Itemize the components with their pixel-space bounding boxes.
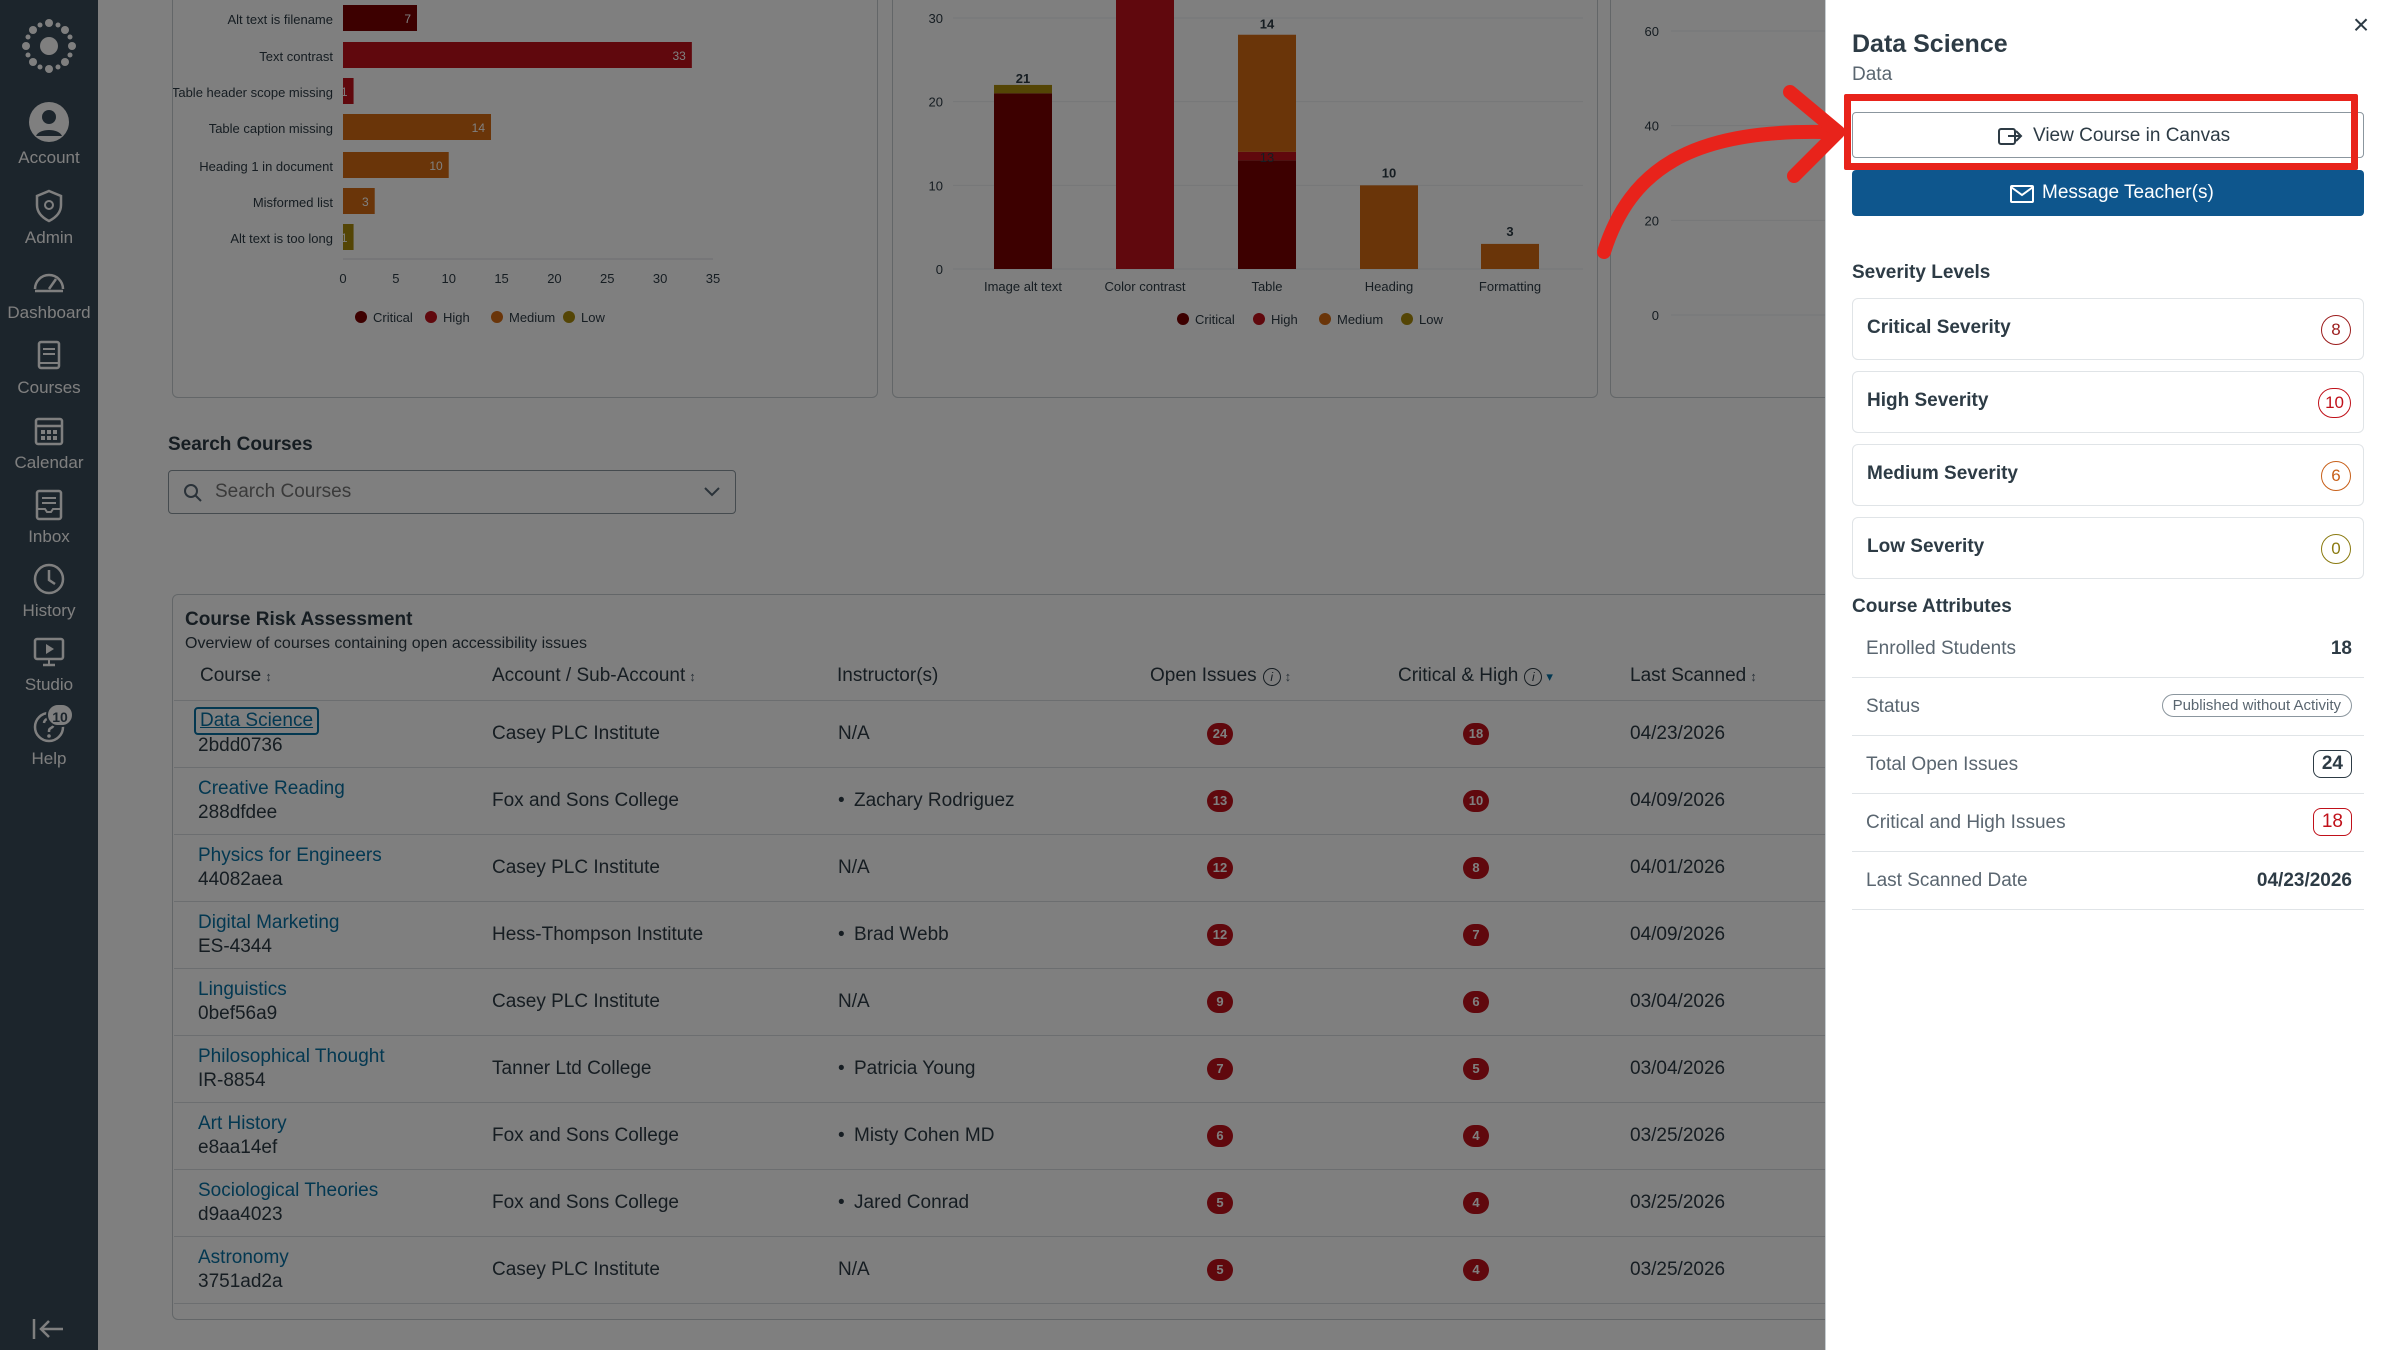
severity-count-badge: 0	[2321, 534, 2351, 564]
attribute-value: 04/23/2026	[2256, 870, 2352, 891]
view-course-label: View Course in Canvas	[2033, 125, 2231, 146]
severity-item: Low Severity 0	[1852, 517, 2364, 579]
attribute-value: 24	[2312, 750, 2352, 778]
view-course-button[interactable]: View Course in Canvas	[1852, 112, 2364, 158]
attribute-label: Status	[1866, 696, 1920, 717]
severity-item: Critical Severity 8	[1852, 298, 2364, 360]
attribute-row: Last Scanned Date 04/23/2026	[1852, 852, 2364, 910]
attribute-row: Total Open Issues 24	[1852, 736, 2364, 794]
message-teacher-label: Message Teacher(s)	[2042, 182, 2214, 203]
panel-title: Data Science	[1852, 30, 2008, 58]
severity-item: High Severity 10	[1852, 371, 2364, 433]
attribute-row: Enrolled Students 18	[1852, 620, 2364, 678]
panel-subtitle: Data	[1852, 64, 1893, 85]
modal-overlay[interactable]	[0, 0, 1825, 1350]
severity-item: Medium Severity 6	[1852, 444, 2364, 506]
attribute-value: 18	[2330, 638, 2352, 659]
course-details-panel: × Data Science Data View Course in Canva…	[1825, 0, 2382, 1350]
severity-label: Critical Severity	[1867, 317, 2011, 338]
close-icon: ×	[2352, 9, 2370, 40]
attribute-label: Total Open Issues	[1866, 754, 2019, 775]
attribute-row: Status Published without Activity	[1852, 678, 2364, 736]
severity-heading: Severity Levels	[1852, 262, 1991, 283]
attribute-value: 18	[2312, 808, 2352, 836]
highlight-arrow-icon	[1597, 85, 1845, 259]
attribute-row: Critical and High Issues 18	[1852, 794, 2364, 852]
severity-count-badge: 6	[2321, 461, 2351, 491]
close-button[interactable]: ×	[2348, 10, 2374, 40]
message-teacher-button[interactable]: Message Teacher(s)	[1852, 170, 2364, 216]
attribute-label: Critical and High Issues	[1866, 812, 2066, 833]
attributes-heading: Course Attributes	[1852, 596, 2012, 617]
severity-count-badge: 8	[2321, 315, 2351, 345]
highlight-box	[1844, 94, 2358, 170]
attribute-label: Last Scanned Date	[1866, 870, 2028, 891]
severity-label: Medium Severity	[1867, 463, 2018, 484]
attribute-label: Enrolled Students	[1866, 638, 2016, 659]
external-link-icon	[1998, 128, 2023, 145]
severity-label: High Severity	[1867, 390, 1989, 411]
attribute-value: Published without Activity	[2161, 694, 2352, 717]
severity-count-badge: 10	[2318, 388, 2351, 418]
mail-icon	[2010, 185, 2034, 203]
severity-label: Low Severity	[1867, 536, 1985, 557]
